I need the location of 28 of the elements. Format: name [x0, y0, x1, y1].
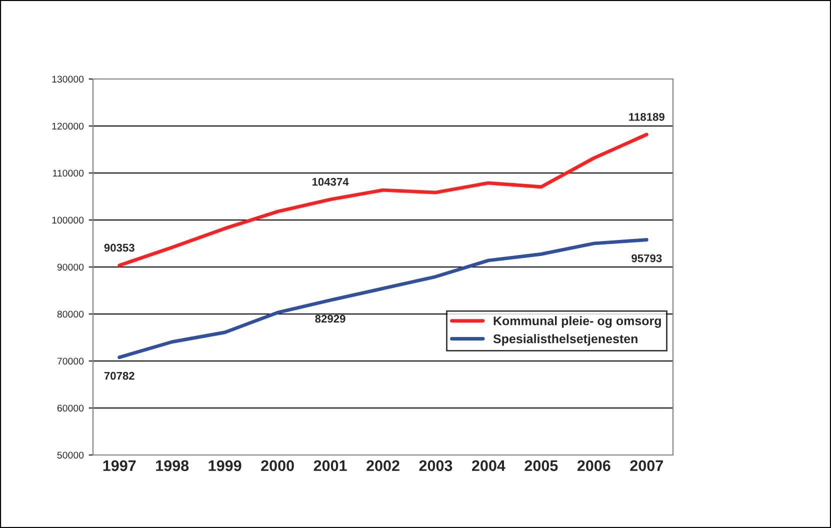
- y-tick-label: 110000: [52, 170, 84, 177]
- data-label: 104374: [312, 178, 349, 186]
- x-tick-label: 2001: [314, 460, 347, 472]
- y-tick-label: 70000: [57, 358, 84, 365]
- x-tick-label: 2003: [419, 460, 452, 472]
- x-tick-label: 2006: [577, 460, 610, 472]
- y-tick-label: 50000: [57, 452, 84, 459]
- x-tick-label: 2002: [366, 460, 400, 472]
- x-tick-label: 2004: [472, 460, 506, 472]
- data-label: 95793: [632, 254, 662, 262]
- y-tick-label: 130000: [52, 76, 84, 83]
- data-label: 70782: [104, 372, 134, 380]
- legend-label: Spesialisthelsetjenesten: [493, 334, 638, 346]
- y-tick-label: 90000: [57, 264, 84, 271]
- y-tick-label: 100000: [52, 216, 84, 224]
- x-tick-label: 1997: [103, 460, 136, 472]
- x-tick-label: 1999: [208, 460, 242, 472]
- y-tick-label: 120000: [52, 122, 84, 130]
- y-tick-label: 80000: [57, 310, 84, 318]
- data-label: 82929: [315, 314, 346, 323]
- legend-label: Kommunal pleie- og omsorg: [494, 316, 661, 328]
- data-label: 90353: [104, 244, 134, 252]
- x-tick-label: 2005: [524, 460, 558, 472]
- y-tick-label: 60000: [57, 404, 84, 412]
- data-label: 118189: [629, 112, 664, 121]
- x-tick-label: 2000: [261, 460, 294, 472]
- x-tick-label: 1998: [156, 460, 189, 472]
- x-tick-label: 2007: [630, 460, 663, 472]
